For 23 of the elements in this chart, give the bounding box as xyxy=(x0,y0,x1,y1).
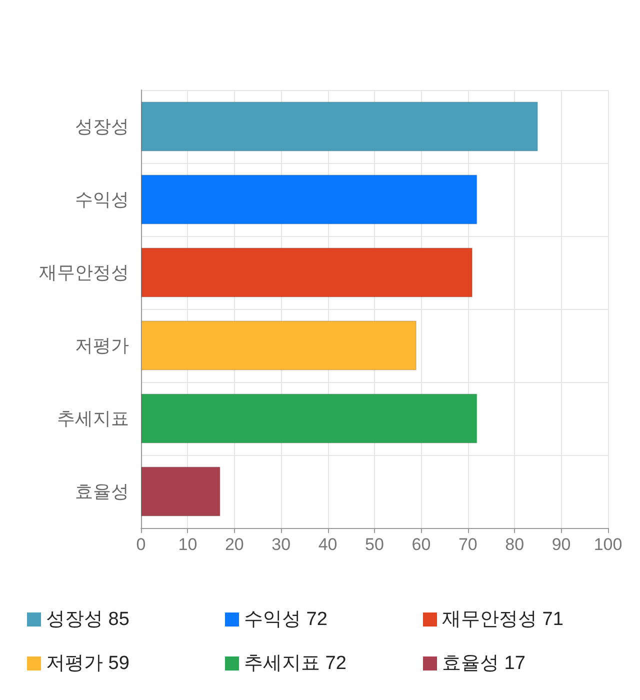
x-tick-label: 30 xyxy=(272,535,291,554)
x-tick-label: 50 xyxy=(365,535,384,554)
legend-label: 효율성 17 xyxy=(442,653,526,674)
y-tick-label: 효율성 xyxy=(75,482,129,502)
x-tick-label: 70 xyxy=(458,535,478,554)
x-tick-label: 60 xyxy=(412,535,431,554)
x-tick-label: 100 xyxy=(594,535,622,554)
legend-label: 성장성 85 xyxy=(46,609,130,630)
legend-label: 재무안정성 71 xyxy=(442,609,564,630)
legend-label: 추세지표 72 xyxy=(244,653,346,674)
y-tick-label: 수익성 xyxy=(75,190,129,210)
x-tick-label: 10 xyxy=(178,535,198,554)
legend-label: 수익성 72 xyxy=(244,609,328,630)
x-tick-label: 20 xyxy=(224,535,244,554)
y-tick-label: 추세지표 xyxy=(57,408,129,428)
x-tick-label: 90 xyxy=(552,535,571,554)
x-tick-label: 0 xyxy=(136,535,146,554)
legend-label: 저평가 59 xyxy=(46,653,130,674)
y-tick-label: 저평가 xyxy=(75,336,129,356)
x-tick-label: 80 xyxy=(505,535,524,554)
y-tick-label: 재무안정성 xyxy=(39,262,129,282)
x-tick-label: 40 xyxy=(318,535,338,554)
y-tick-label: 성장성 xyxy=(75,116,129,136)
